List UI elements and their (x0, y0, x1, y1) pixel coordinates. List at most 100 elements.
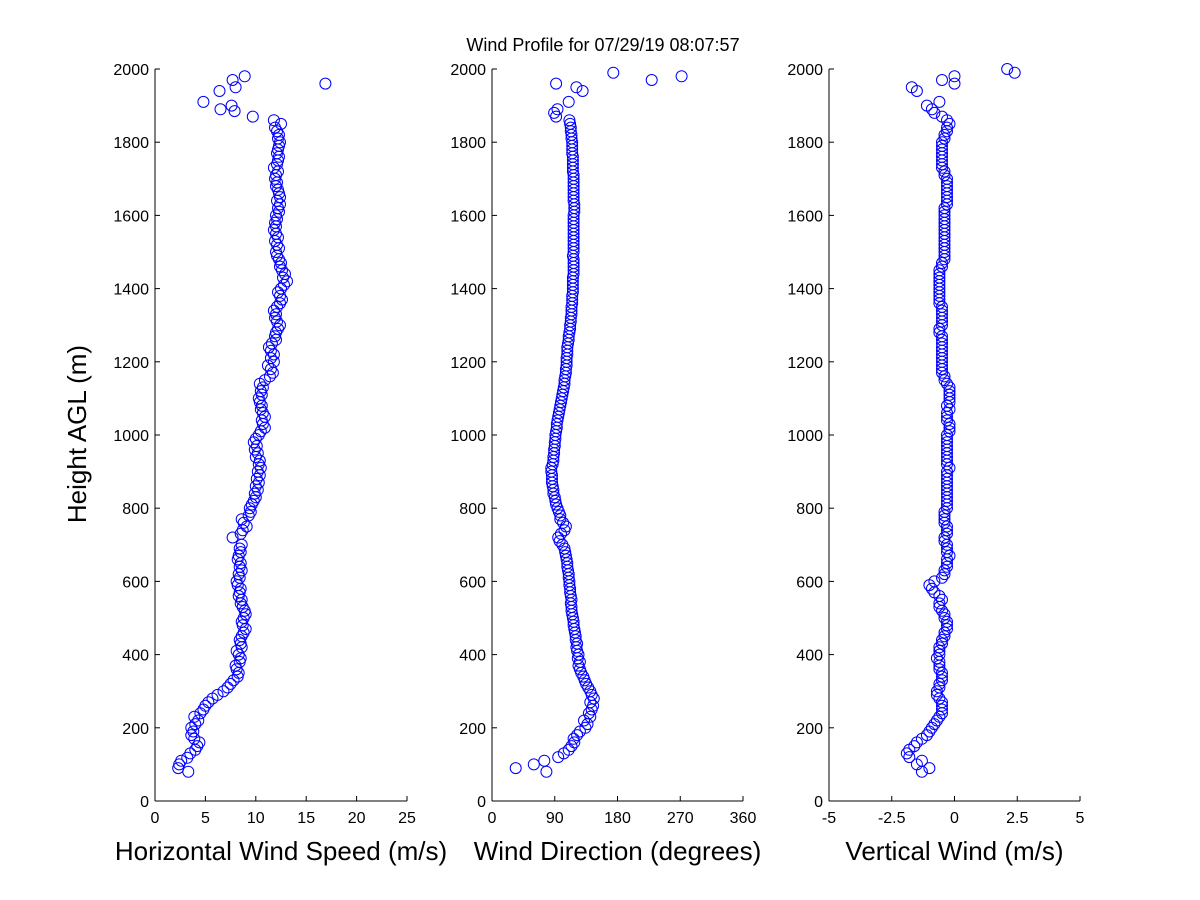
data-point (930, 688, 943, 701)
data-point (933, 322, 946, 335)
data-point (938, 209, 951, 222)
data-point (936, 136, 948, 149)
data-point (903, 751, 916, 764)
data-point (552, 531, 565, 544)
data-point (554, 513, 567, 526)
data-point (548, 106, 561, 119)
x-tick-label: 5 (1076, 810, 1085, 827)
data-point (923, 762, 936, 775)
y-tick-label: 2000 (113, 62, 149, 79)
data-point (250, 472, 263, 485)
data-point (238, 70, 251, 83)
data-point (936, 604, 948, 617)
data-point (928, 718, 941, 731)
y-tick-label: 1600 (787, 208, 823, 225)
y-tick-label: 1000 (787, 428, 823, 445)
data-point (269, 121, 281, 134)
y-axis-label: Height AGL (m) (62, 345, 92, 523)
data-point (933, 326, 946, 339)
data-point (1001, 63, 1014, 75)
data-point (235, 513, 248, 526)
data-point (232, 590, 245, 602)
x-tick-label: 270 (667, 810, 694, 827)
data-point (230, 575, 243, 588)
data-point (938, 564, 951, 577)
data-point (319, 77, 332, 90)
data-point (267, 224, 280, 236)
data-point (936, 300, 948, 313)
data-point (226, 74, 239, 86)
data-point (564, 117, 577, 130)
data-point (264, 363, 277, 376)
y-tick-label: 1200 (787, 355, 823, 372)
data-point (281, 275, 293, 288)
y-tick-label: 200 (459, 721, 486, 738)
data-point (933, 264, 946, 277)
data-point (202, 696, 215, 709)
data-point (573, 655, 586, 668)
data-point (199, 699, 212, 712)
data-point (253, 396, 266, 409)
data-point (941, 414, 953, 427)
data-point (249, 480, 262, 493)
data-point (941, 520, 953, 533)
data-point (527, 758, 540, 771)
data-point (1008, 66, 1021, 79)
data-point (564, 121, 577, 134)
data-point (933, 710, 946, 723)
data-point (228, 105, 241, 118)
x-tick-label: -5 (822, 810, 836, 827)
x-axis-label: Horizontal Wind Speed (m/s) (115, 836, 447, 866)
y-tick-label: 2000 (787, 62, 823, 79)
data-point (251, 447, 264, 460)
y-tick-label: 1400 (450, 282, 486, 299)
panel-direction: 0 200 400 600 800 1000 1200 1400 1600 1800 2000 0 90… (450, 62, 761, 866)
data-point (933, 648, 946, 661)
data-point (900, 747, 913, 760)
data-point (943, 421, 956, 434)
data-point (185, 721, 198, 734)
x-tick-label: 25 (398, 810, 416, 827)
data-point (943, 385, 956, 398)
y-tick-label: 800 (122, 501, 149, 518)
y-tick-label: 1000 (113, 428, 149, 445)
x-tick-label: 5 (201, 810, 210, 827)
data-point (275, 282, 287, 295)
data-point (943, 418, 956, 430)
data-point (928, 106, 941, 119)
data-point (933, 692, 946, 705)
data-point (587, 692, 600, 705)
y-tick-label: 2000 (450, 62, 486, 79)
data-point (224, 677, 237, 690)
data-point (271, 158, 283, 171)
data-point (225, 99, 238, 112)
data-point (271, 300, 283, 313)
y-tick-label: 1800 (450, 135, 486, 152)
data-point (938, 202, 951, 215)
data-point (261, 359, 274, 372)
y-tick-label: 400 (122, 648, 149, 665)
x-tick-label: 180 (604, 810, 631, 827)
data-point (645, 74, 658, 86)
y-tick-label: 1800 (113, 135, 149, 152)
data-point (941, 176, 953, 189)
y-tick-label: 600 (122, 574, 149, 591)
data-point (607, 66, 620, 79)
data-point (923, 725, 936, 738)
data-point (214, 103, 227, 116)
data-point (249, 432, 262, 445)
data-point (273, 139, 285, 152)
data-point (943, 549, 956, 562)
data-point (941, 429, 953, 441)
data-point (941, 542, 953, 555)
data-point (941, 560, 953, 573)
panel-speed: 0 200 400 600 800 1000 1200 1400 1600 1800 2000 0 5 1… (113, 62, 447, 866)
data-point (550, 498, 563, 511)
data-point (194, 707, 207, 720)
data-point (235, 593, 248, 606)
data-point (571, 729, 584, 742)
data-point (271, 147, 283, 160)
data-point (948, 70, 961, 83)
data-point (255, 414, 268, 427)
data-point (941, 399, 953, 412)
